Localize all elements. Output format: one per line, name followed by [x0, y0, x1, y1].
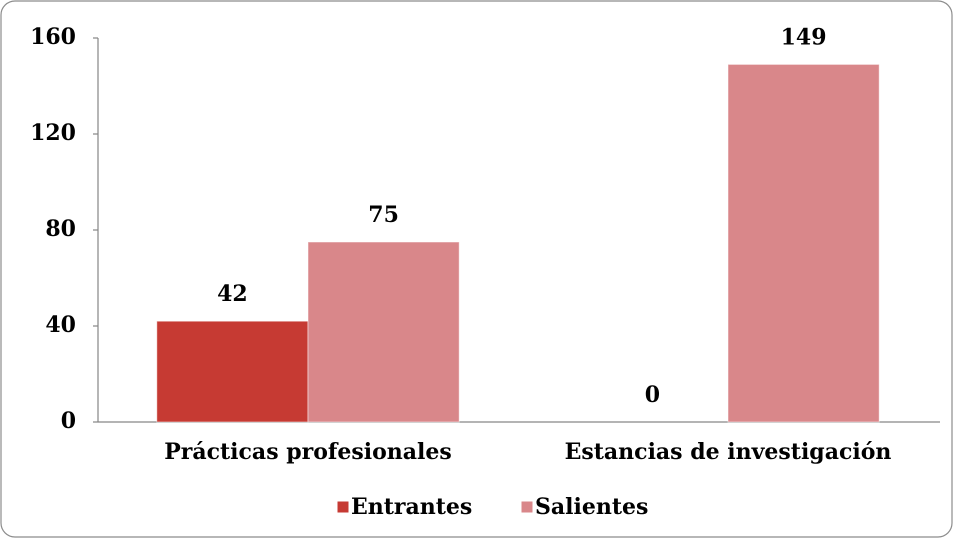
data-label: 42 [217, 281, 248, 307]
x-tick-label: Estancias de investigación [565, 439, 892, 465]
data-label: 149 [781, 24, 827, 50]
y-tick-label: 40 [45, 312, 76, 338]
y-tick-label: 0 [61, 408, 76, 434]
data-label: 75 [368, 202, 399, 228]
y-tick-label: 120 [30, 120, 76, 146]
y-tick-label: 160 [30, 24, 76, 50]
legend-swatch [520, 500, 534, 514]
data-label: 0 [645, 382, 660, 408]
legend-label: Entrantes [351, 494, 472, 520]
y-tick-label: 80 [45, 216, 76, 242]
legend-label: Salientes [535, 494, 648, 520]
x-tick-label: Prácticas profesionales [164, 439, 452, 465]
legend-swatch [336, 500, 350, 514]
bar [307, 241, 460, 423]
bar [156, 320, 309, 423]
bar [727, 63, 880, 423]
